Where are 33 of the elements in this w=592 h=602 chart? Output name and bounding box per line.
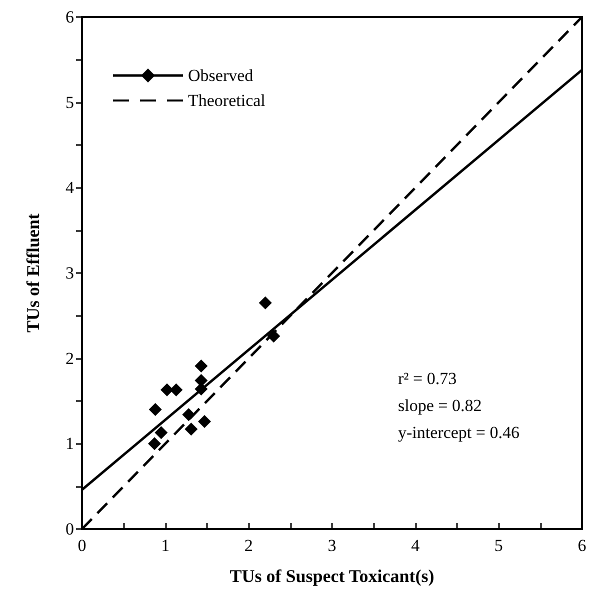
point <box>182 408 196 422</box>
x-axis-title: TUs of Suspect Toxicant(s) <box>230 566 434 586</box>
point <box>184 422 198 436</box>
point <box>148 403 162 416</box>
annotation: slope = 0.82 <box>398 396 482 415</box>
x-tick-label: 4 <box>411 536 420 555</box>
x-tick-label: 0 <box>78 536 86 555</box>
point <box>160 383 174 396</box>
y-tick-label: 4 <box>66 178 74 198</box>
x-tick-label: 5 <box>494 536 503 555</box>
annotation: r² = 0.73 <box>398 369 457 388</box>
y-tick-label: 6 <box>66 8 74 26</box>
point <box>267 330 280 343</box>
point <box>170 383 183 396</box>
point <box>194 360 208 373</box>
legend-label: Theoretical <box>188 91 266 110</box>
point <box>258 296 272 310</box>
annotation: y-intercept = 0.46 <box>398 423 520 442</box>
point <box>148 437 161 450</box>
x-tick-label: 6 <box>578 536 586 555</box>
y-axis-title: TUs of Effluent <box>23 213 43 333</box>
x-tick-label: 2 <box>244 536 253 555</box>
y-tick-label: 0 <box>66 520 74 538</box>
y-tick-label: 3 <box>66 264 74 282</box>
point <box>154 426 168 440</box>
legend-label: Observed <box>188 66 254 85</box>
x-tick-label: 1 <box>161 536 170 555</box>
y-tick-label: 5 <box>66 92 74 112</box>
point <box>194 382 208 396</box>
y-tick-label: 1 <box>66 434 74 454</box>
x-tick-label: 3 <box>328 536 336 555</box>
y-tick-label: 2 <box>66 348 74 368</box>
point <box>198 414 211 428</box>
